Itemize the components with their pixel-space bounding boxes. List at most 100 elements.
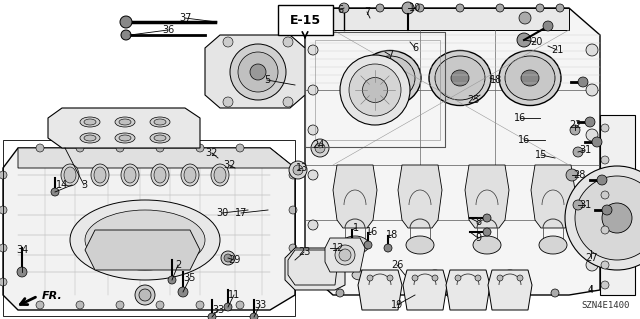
- Circle shape: [602, 205, 612, 215]
- Circle shape: [293, 165, 303, 175]
- Text: 27: 27: [585, 253, 597, 263]
- Text: 21: 21: [551, 45, 563, 55]
- Circle shape: [585, 117, 595, 127]
- Circle shape: [475, 275, 481, 281]
- Text: SZN4E1400: SZN4E1400: [582, 301, 630, 310]
- Circle shape: [384, 244, 392, 252]
- Circle shape: [0, 171, 7, 179]
- Circle shape: [223, 97, 233, 107]
- Circle shape: [51, 188, 59, 196]
- Circle shape: [578, 77, 588, 87]
- Text: 17: 17: [235, 208, 247, 218]
- Polygon shape: [358, 270, 402, 310]
- Circle shape: [592, 137, 602, 147]
- Circle shape: [551, 289, 559, 297]
- Text: 31: 31: [579, 145, 591, 155]
- Circle shape: [586, 129, 598, 141]
- Circle shape: [315, 143, 325, 153]
- Ellipse shape: [362, 78, 387, 102]
- Ellipse shape: [61, 164, 79, 186]
- Polygon shape: [600, 115, 635, 295]
- Bar: [3, 140, 295, 316]
- Text: 29: 29: [228, 255, 240, 265]
- Text: E-15: E-15: [289, 13, 321, 26]
- Ellipse shape: [85, 210, 205, 270]
- Circle shape: [496, 4, 504, 12]
- Ellipse shape: [80, 133, 100, 143]
- Circle shape: [501, 289, 509, 297]
- Circle shape: [156, 144, 164, 152]
- Circle shape: [308, 170, 318, 180]
- Circle shape: [376, 4, 384, 12]
- Polygon shape: [333, 165, 377, 228]
- Circle shape: [156, 301, 164, 309]
- Text: 24: 24: [312, 140, 324, 150]
- Polygon shape: [285, 248, 345, 290]
- Circle shape: [17, 267, 27, 277]
- Ellipse shape: [427, 270, 443, 280]
- Circle shape: [348, 238, 356, 246]
- Text: 18: 18: [490, 75, 502, 85]
- Polygon shape: [48, 108, 200, 148]
- Text: 30: 30: [216, 208, 228, 218]
- Text: 28: 28: [573, 170, 585, 180]
- Ellipse shape: [94, 167, 106, 183]
- Polygon shape: [398, 165, 442, 228]
- Ellipse shape: [340, 55, 410, 125]
- Circle shape: [36, 301, 44, 309]
- Ellipse shape: [451, 70, 469, 86]
- Circle shape: [597, 175, 607, 185]
- Text: 12: 12: [332, 243, 344, 253]
- Ellipse shape: [502, 270, 518, 280]
- Text: 16: 16: [366, 227, 378, 237]
- Circle shape: [565, 166, 640, 270]
- Polygon shape: [446, 270, 490, 310]
- Ellipse shape: [352, 270, 368, 280]
- Ellipse shape: [115, 117, 135, 127]
- Circle shape: [601, 191, 609, 199]
- Text: 7: 7: [364, 7, 370, 17]
- Circle shape: [221, 251, 235, 265]
- Text: 34: 34: [16, 245, 28, 255]
- Circle shape: [0, 278, 7, 286]
- Text: 18: 18: [386, 230, 398, 240]
- Text: 10: 10: [409, 3, 421, 13]
- Circle shape: [250, 313, 258, 319]
- Circle shape: [196, 144, 204, 152]
- Polygon shape: [531, 165, 575, 228]
- Circle shape: [387, 275, 393, 281]
- Text: 2: 2: [175, 260, 181, 270]
- Ellipse shape: [119, 119, 131, 125]
- Circle shape: [238, 52, 278, 92]
- Circle shape: [289, 206, 297, 214]
- Text: 7: 7: [387, 50, 393, 60]
- Ellipse shape: [184, 167, 196, 183]
- Circle shape: [336, 289, 344, 297]
- Circle shape: [178, 287, 188, 297]
- Circle shape: [536, 4, 544, 12]
- Circle shape: [223, 37, 233, 47]
- Circle shape: [116, 301, 124, 309]
- Ellipse shape: [341, 236, 369, 254]
- Text: 19: 19: [391, 300, 403, 310]
- Text: 32: 32: [206, 148, 218, 158]
- Ellipse shape: [435, 56, 485, 100]
- Text: 16: 16: [514, 113, 526, 123]
- Text: 32: 32: [223, 160, 235, 170]
- Circle shape: [308, 85, 318, 95]
- Ellipse shape: [539, 236, 567, 254]
- Text: 9: 9: [475, 233, 481, 243]
- Circle shape: [76, 144, 84, 152]
- Polygon shape: [18, 148, 295, 168]
- Circle shape: [36, 144, 44, 152]
- Circle shape: [517, 275, 523, 281]
- Ellipse shape: [151, 164, 169, 186]
- Text: 33: 33: [254, 300, 266, 310]
- Text: 20: 20: [530, 37, 542, 47]
- Circle shape: [412, 275, 418, 281]
- Text: 5: 5: [264, 75, 270, 85]
- Circle shape: [601, 156, 609, 164]
- Circle shape: [121, 30, 131, 40]
- Circle shape: [307, 261, 323, 277]
- Ellipse shape: [381, 70, 399, 86]
